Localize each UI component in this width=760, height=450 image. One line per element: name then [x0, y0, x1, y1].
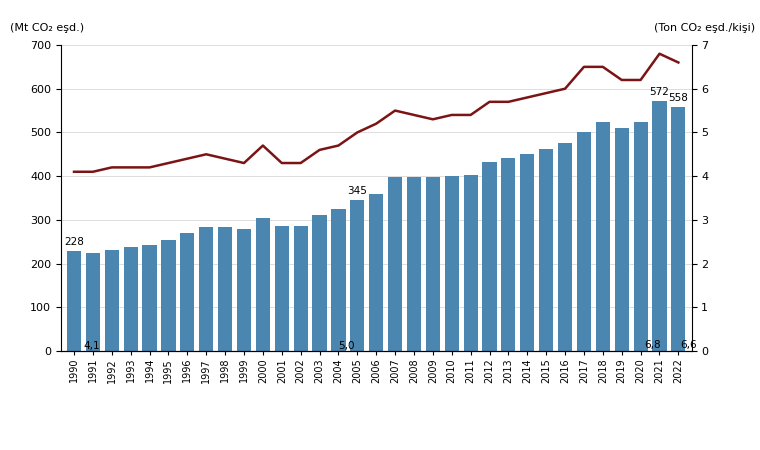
- Text: 5,0: 5,0: [338, 341, 355, 351]
- Bar: [256, 218, 270, 351]
- Bar: [142, 245, 157, 351]
- Bar: [237, 229, 251, 351]
- Text: 345: 345: [347, 186, 367, 196]
- Bar: [445, 176, 459, 351]
- Text: 4,1: 4,1: [84, 341, 100, 351]
- Bar: [161, 239, 176, 351]
- Bar: [615, 128, 629, 351]
- Bar: [634, 122, 648, 351]
- Bar: [464, 175, 478, 351]
- Text: 228: 228: [64, 238, 84, 248]
- Bar: [520, 154, 534, 351]
- Text: 6,8: 6,8: [644, 340, 661, 350]
- Bar: [652, 101, 667, 351]
- Text: (Ton CO₂ eşd./kişi): (Ton CO₂ eşd./kişi): [654, 23, 755, 33]
- Bar: [369, 194, 383, 351]
- Bar: [558, 144, 572, 351]
- Bar: [105, 250, 119, 351]
- Bar: [274, 226, 289, 351]
- Bar: [407, 177, 421, 351]
- Bar: [671, 107, 686, 351]
- Bar: [312, 216, 327, 351]
- Bar: [483, 162, 496, 351]
- Bar: [388, 177, 402, 351]
- Bar: [293, 225, 308, 351]
- Bar: [124, 247, 138, 351]
- Bar: [67, 252, 81, 351]
- Text: (Mt CO₂ eşd.): (Mt CO₂ eşd.): [11, 23, 84, 33]
- Text: 572: 572: [650, 87, 670, 97]
- Text: 6,6: 6,6: [680, 340, 697, 350]
- Bar: [86, 252, 100, 351]
- Bar: [199, 227, 214, 351]
- Bar: [502, 158, 515, 351]
- Bar: [426, 177, 440, 351]
- Bar: [539, 148, 553, 351]
- Bar: [218, 227, 233, 351]
- Bar: [180, 233, 195, 351]
- Bar: [596, 122, 610, 351]
- Bar: [577, 132, 591, 351]
- Text: 558: 558: [669, 93, 689, 103]
- Bar: [331, 209, 346, 351]
- Bar: [350, 200, 364, 351]
